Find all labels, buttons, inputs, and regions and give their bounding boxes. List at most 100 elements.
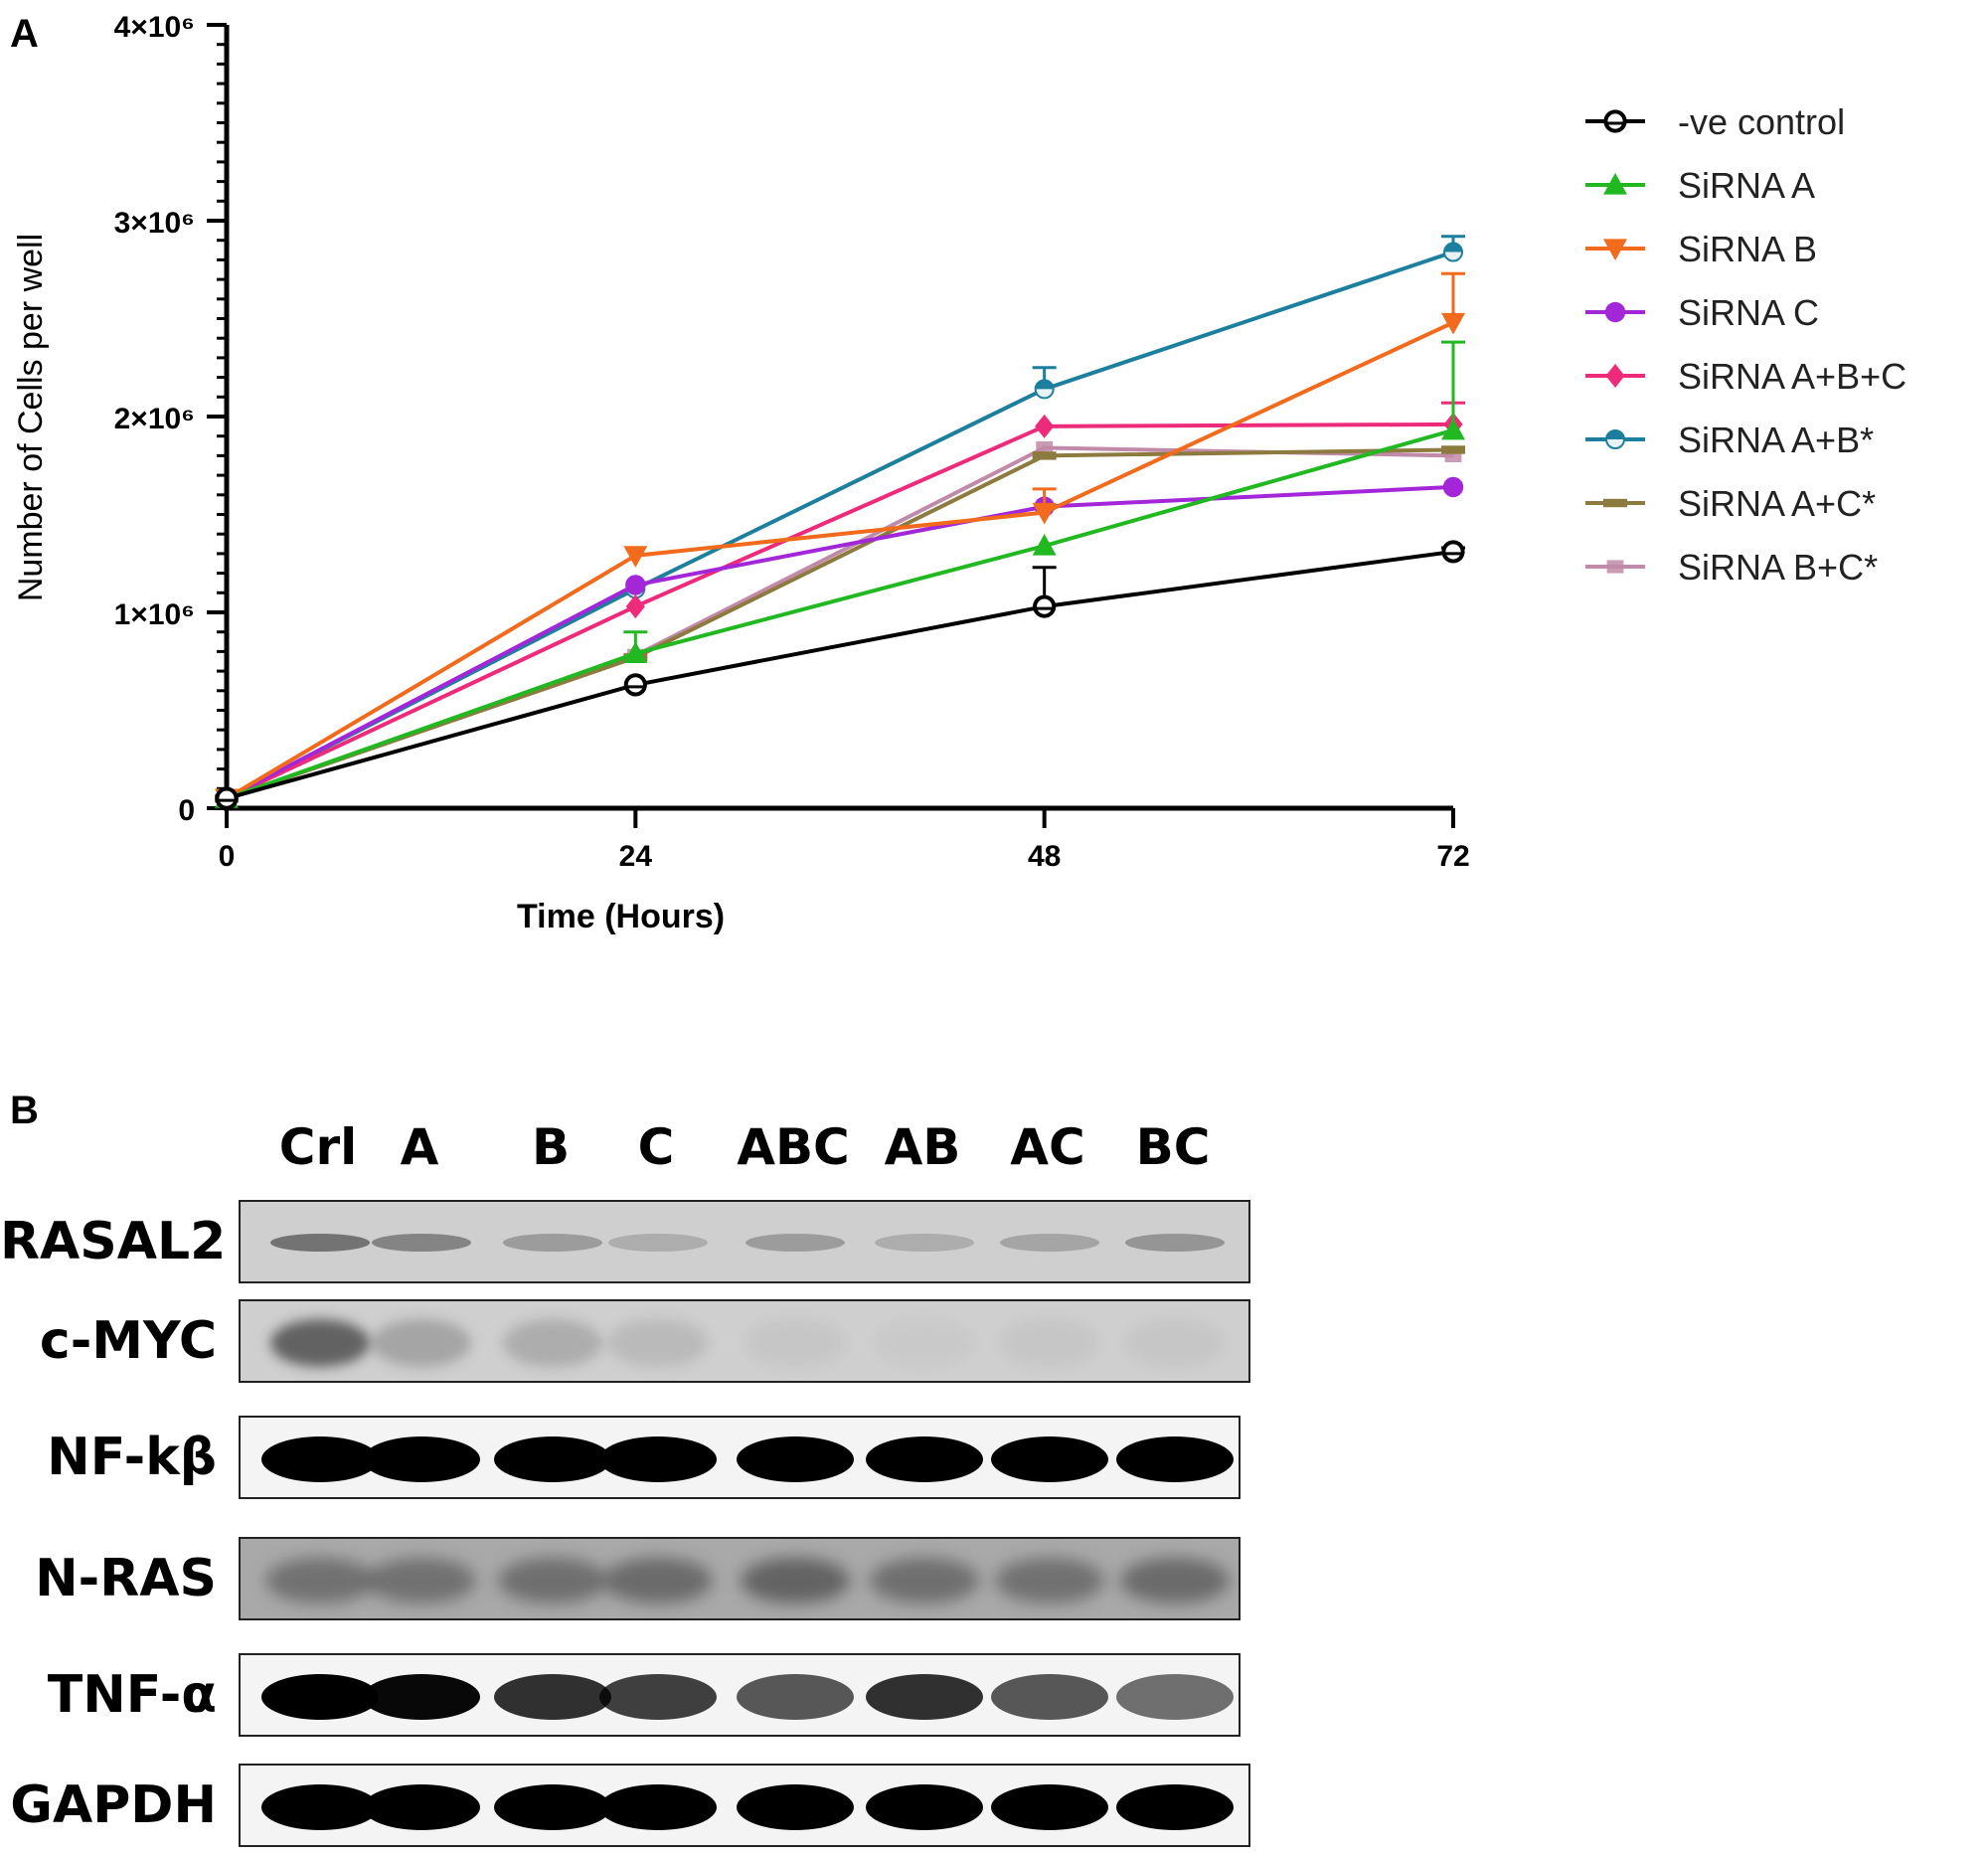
data-point [1441,312,1465,335]
lane-label: ABC [737,1118,850,1176]
data-point [1032,502,1057,525]
legend-entry: SiRNA B [1585,229,1817,269]
y-tick-label: 1×10⁶ [114,598,195,631]
protein-band [737,1436,854,1482]
protein-band [866,1784,983,1830]
protein-band [1116,1674,1234,1720]
protein-label: c-MYC [39,1311,217,1371]
legend-entry: SiRNA A+B+C [1585,356,1906,397]
data-point [625,594,645,619]
lane-label: AC [1010,1118,1085,1176]
protein-band [1120,1558,1230,1603]
protein-band [261,1674,379,1720]
y-minor-ticks [217,43,227,790]
x-axis-label: Time (Hours) [517,898,725,935]
data-point [623,673,647,697]
series-line [226,549,1454,801]
data-point [623,546,648,568]
legend-entry: -ve control [1585,101,1845,142]
legend-label: SiRNA B+C* [1678,547,1878,588]
marker-half [1444,243,1462,253]
protein-band [1000,1319,1099,1367]
protein-band [372,1319,471,1367]
protein-label: N-RAS [35,1549,217,1608]
protein-band [608,1319,708,1367]
series-line [226,422,1454,800]
legend-entry: SiRNA B+C* [1585,547,1878,588]
y-tick-label: 2×10⁶ [114,403,195,435]
protein-band [991,1674,1108,1720]
protein-band [737,1674,854,1720]
protein-band [603,1558,713,1603]
x-tick-label: 48 [1028,840,1061,873]
series [215,235,1465,811]
protein-band [1125,1319,1225,1367]
protein-band [870,1558,979,1603]
protein-band [363,1674,480,1720]
protein-band [608,1234,708,1252]
data-point [1441,418,1465,440]
data-point [1033,594,1057,618]
panel-a-label: A [10,12,39,56]
data-point [1603,173,1627,195]
series-line [226,250,1454,800]
blot-strip [239,1764,1250,1847]
legend: -ve control SiRNA A SiRNA B SiRNA C SiRNA A+… [1585,101,1906,588]
protein-band [737,1784,854,1830]
x-ticks: 0 24 48 72 [219,808,1470,873]
legend-label: SiRNA B [1678,229,1817,269]
legend-entry: SiRNA A+C* [1585,483,1876,524]
lane-label: AB [884,1118,961,1176]
protein-band [503,1234,602,1252]
y-tick-label: 0 [178,794,195,827]
data-point [1035,414,1055,438]
lane-label: A [400,1118,439,1176]
protein-band [261,1436,379,1482]
protein-band [494,1784,611,1830]
protein-label: NF-kβ [47,1428,217,1487]
protein-band [363,1784,480,1830]
data-point [1603,498,1627,508]
data-point [1032,534,1057,556]
data-point [623,641,648,663]
data-point [1606,560,1624,574]
series-line [225,320,1454,800]
blot-strip [239,1200,1250,1283]
y-ticks: 0 1×10⁶ 2×10⁶ 3×10⁶ 4×10⁶ [114,11,227,827]
series-sirna-a-b [217,235,1465,809]
protein-label: RASAL2 [0,1212,227,1271]
protein-band [875,1234,974,1252]
protein-band [746,1234,845,1252]
data-point [1603,109,1627,133]
protein-band [991,1784,1108,1830]
protein-label: GAPDH [10,1775,217,1835]
protein-band [265,1558,375,1603]
protein-band [866,1436,983,1482]
series-sirna-b [215,271,1465,811]
protein-band [503,1319,602,1367]
protein-band [270,1319,370,1367]
y-tick-label: 3×10⁶ [114,207,195,240]
data-point [625,575,646,595]
protein-band [1000,1234,1099,1252]
protein-band [866,1674,983,1720]
legend-label: SiRNA C [1678,292,1819,333]
series-line [226,484,1454,800]
data-point [1442,476,1464,498]
data-point [1605,364,1625,388]
series-line [226,427,1454,801]
x-tick-label: 72 [1436,840,1469,873]
x-tick-label: 0 [219,840,236,873]
protein-band [991,1436,1108,1482]
legend-label: SiRNA A+C* [1678,483,1876,524]
lane-label: Crl [278,1118,358,1176]
series-ve-control [215,540,1465,810]
protein-band [1116,1436,1234,1482]
blot-strip [239,1416,1241,1499]
protein-band [995,1558,1104,1603]
protein-band [270,1234,370,1252]
protein-band [261,1784,379,1830]
data-point [1441,445,1465,454]
y-tick-label: 4×10⁶ [114,11,195,44]
protein-band [746,1319,845,1367]
